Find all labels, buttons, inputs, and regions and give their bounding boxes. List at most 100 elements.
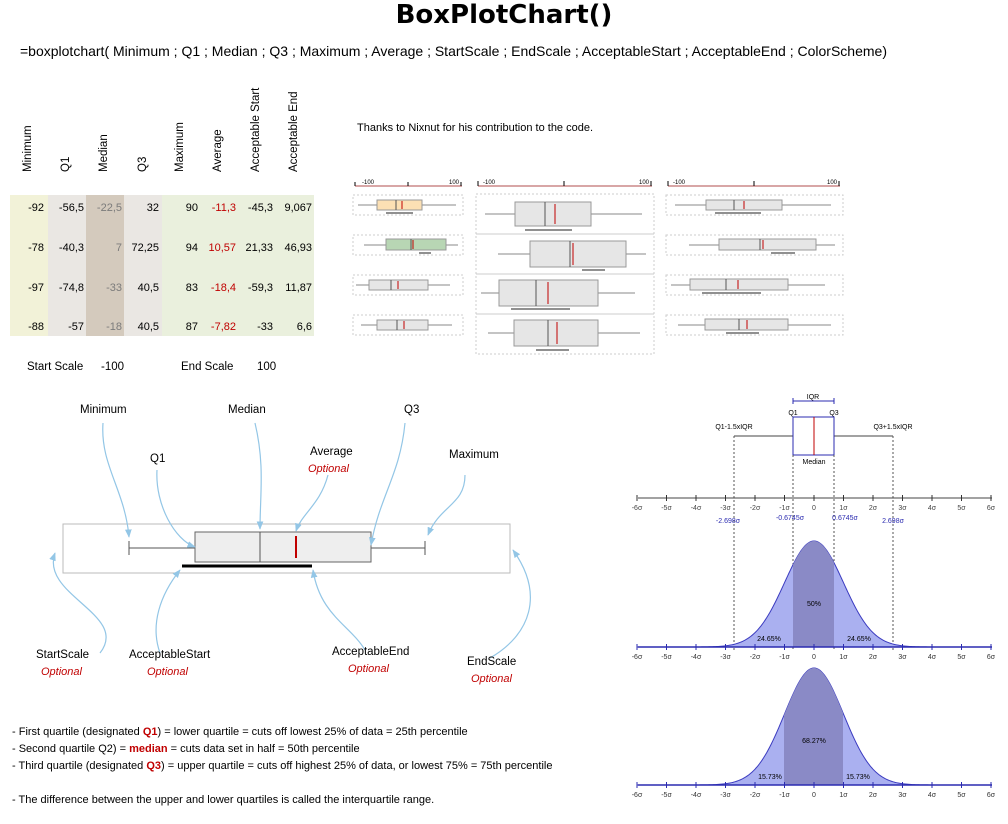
note-line: - Third quartile (designated Q3) = upper…: [12, 760, 553, 772]
start-scale-label: Start Scale: [27, 361, 84, 373]
sample-boxplots: -100 100 -100 100: [352, 180, 844, 355]
col-bg-q1: [48, 195, 86, 336]
axis-tick-label: -2σ: [750, 505, 761, 512]
arrow-average: [295, 474, 329, 532]
header-median: Median: [98, 134, 110, 172]
plot-frame: [665, 234, 844, 256]
table-cell: 9,067: [284, 202, 312, 214]
z-label: 0.6745σ: [832, 515, 858, 522]
label-start-scale: StartScale: [36, 649, 90, 661]
pct-right: 24.65%: [847, 636, 871, 643]
header-maximum: Maximum: [174, 122, 186, 172]
pct-left: 24.65%: [757, 636, 781, 643]
q1-label: Q1: [788, 410, 797, 417]
note-line: - First quartile (designated Q1) = lower…: [12, 726, 468, 738]
label-maximum: Maximum: [449, 449, 499, 461]
plot-frame: [475, 313, 655, 355]
axis-tick-label: 3σ: [898, 792, 907, 799]
svg-text:-100: -100: [483, 180, 496, 186]
label-median: Median: [228, 404, 266, 416]
col-bg-maximum: [162, 195, 200, 336]
table-cell: -33: [257, 321, 273, 333]
svg-text:100: 100: [449, 180, 460, 186]
pct-center-2: 68.27%: [802, 738, 826, 745]
table-cell: 11,87: [285, 282, 312, 294]
pct-left-2: 15.73%: [758, 774, 782, 781]
table-cell: -56,5: [58, 202, 84, 214]
axis-tick-label: 4σ: [928, 654, 937, 661]
axis-tick-label: 4σ: [928, 792, 937, 799]
axis-tick-label: -1σ: [779, 654, 790, 661]
table-cell: -45,3: [247, 202, 273, 214]
table-cell: 46,93: [284, 242, 312, 254]
z-label: -2.698σ: [716, 518, 741, 525]
z-label: -0.6745σ: [776, 515, 805, 522]
header-q3: Q3: [137, 156, 149, 172]
header-acceptable-start: Acceptable Start: [250, 87, 262, 172]
normal-distribution-figure: IQR Q1 Q3 Median Q1-1.5xIQR Q3+1.5xIQR -…: [632, 394, 996, 799]
arrow-minimum: [102, 422, 132, 538]
optional-start-scale: Optional: [41, 666, 82, 678]
axis-tick-label: -6σ: [632, 654, 643, 661]
axis-tick-label: -5σ: [661, 654, 672, 661]
notes: - First quartile (designated Q1) = lower…: [12, 724, 552, 809]
label-average: Average: [310, 446, 353, 458]
header-q1: Q1: [60, 156, 72, 172]
axis-tick-label: 0: [812, 505, 816, 512]
box: [385, 238, 447, 251]
axis-tick-label: -6σ: [632, 792, 643, 799]
table-cell: 10,57: [208, 242, 236, 254]
optional-acceptable-start: Optional: [147, 666, 188, 678]
axis-tick-label: 2σ: [869, 654, 878, 661]
label-acceptable-end: AcceptableEnd: [332, 646, 410, 658]
plot-frame: [665, 314, 844, 336]
axis-tick-label: -3σ: [720, 792, 731, 799]
arrow-start-scale: [49, 552, 107, 654]
axis-tick-label: 5σ: [957, 792, 966, 799]
plot-frame: [352, 234, 464, 256]
box: [689, 278, 789, 291]
axis-tick-label: -2σ: [750, 654, 761, 661]
label-q3: Q3: [404, 404, 420, 416]
sigma-axis-2: -6σ -5σ -4σ -3σ -2σ -1σ 0 1σ 2σ 3σ 4σ 5σ 6σ: [632, 644, 996, 661]
axis-tick-label: 6σ: [987, 505, 996, 512]
arrow-q3: [369, 422, 406, 546]
iqr-boxplot: IQR Q1 Q3 Median Q1-1.5xIQR Q3+1.5xIQR: [715, 394, 912, 466]
label-end-scale: EndScale: [467, 656, 517, 668]
table-cell: 21,33: [245, 242, 273, 254]
label-q1: Q1: [150, 453, 166, 465]
axis-tick-label: 1σ: [839, 792, 848, 799]
normal-curve-1: 50% 24.65% 24.65%: [637, 540, 991, 648]
box: [529, 240, 627, 268]
box: [718, 238, 817, 251]
col-bg-acc-start: [238, 195, 276, 336]
sigma-axis-1: -6σ -5σ -4σ -3σ -2σ -1σ 0 1σ 2σ 3σ 4σ 5σ 6σ -2.698σ …: [632, 495, 996, 525]
axis-tick-label: 4σ: [928, 505, 937, 512]
end-scale-label: End Scale: [181, 361, 234, 373]
axis-tick-label: -5σ: [661, 792, 672, 799]
optional-end-scale: Optional: [471, 673, 512, 685]
axis-tick-label: 5σ: [957, 654, 966, 661]
thanks-text: Thanks to Nixnut for his contribution to…: [357, 122, 594, 134]
table-cell: 6,6: [296, 321, 312, 333]
optional-acceptable-end: Optional: [348, 663, 389, 675]
axis-tick-label: -4σ: [691, 505, 702, 512]
col-bg-median: [86, 195, 124, 336]
plot-frame: [665, 274, 844, 296]
callout-arrows: [49, 422, 531, 659]
axis-tick-label: 3σ: [898, 505, 907, 512]
axis-tick-label: -5σ: [661, 505, 672, 512]
anatomy-diagram: [49, 422, 531, 659]
table-cell: -11,3: [211, 202, 236, 214]
q3-label: Q3: [829, 410, 838, 417]
table-cell: -57: [68, 321, 84, 333]
axis-tick-label: -1σ: [779, 792, 790, 799]
table-cell: -33: [106, 282, 122, 294]
end-scale-value: 100: [257, 361, 277, 373]
plot-frame: [475, 193, 655, 235]
axis-tick-label: 6σ: [987, 654, 996, 661]
table-cell: 90: [185, 202, 198, 214]
box: [513, 319, 599, 347]
axis-tick-label: 6σ: [987, 792, 996, 799]
col-bg-average: [200, 195, 238, 336]
